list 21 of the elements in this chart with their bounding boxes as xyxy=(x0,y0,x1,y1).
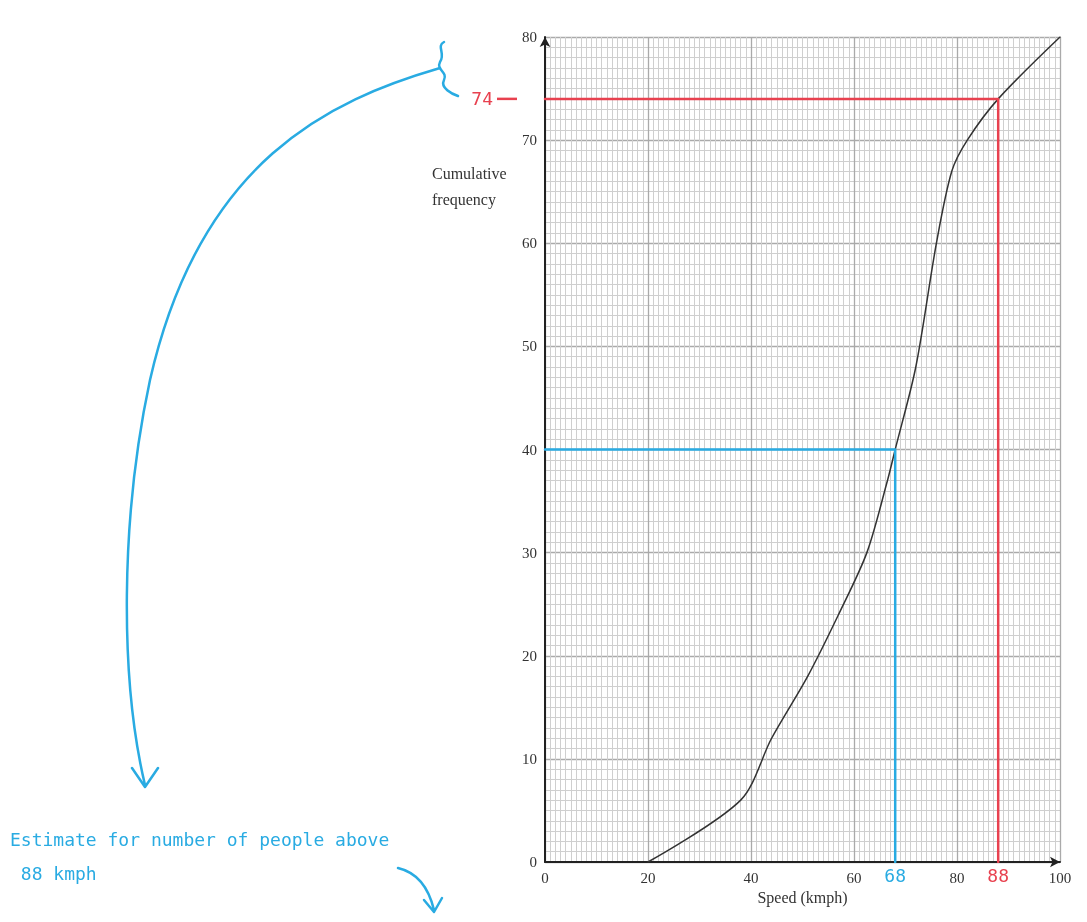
annotation: 68 xyxy=(884,864,907,886)
text: Estimate for number of people above 88 kmph xyxy=(10,828,390,884)
y-axis-title: Cumulative frequency xyxy=(432,164,507,209)
x-tick-label: 100 xyxy=(1048,869,1072,886)
y-tick-label: 30 xyxy=(522,544,537,561)
y-tick-label: 70 xyxy=(522,132,537,149)
y-tick-label: 60 xyxy=(522,235,537,252)
x-tick-label: 60 xyxy=(846,869,862,886)
x-tick-label: 80 xyxy=(949,869,965,886)
y-tick-label: 40 xyxy=(522,441,537,458)
y-tick-label: 10 xyxy=(522,750,537,767)
x-tick-label: 40 xyxy=(743,869,759,886)
annotation: 74 xyxy=(471,88,493,110)
x-axis-title: Speed (kmph) xyxy=(757,889,848,908)
y-tick-label: 20 xyxy=(522,647,537,664)
y-tick-label: 50 xyxy=(522,338,537,355)
y-tick-label: 0 xyxy=(529,854,537,870)
x-tick-label: 0 xyxy=(541,869,549,886)
annotation: 88 xyxy=(987,864,1010,886)
x-tick-label: 20 xyxy=(640,869,656,886)
y-tick-label: 80 xyxy=(522,29,537,45)
